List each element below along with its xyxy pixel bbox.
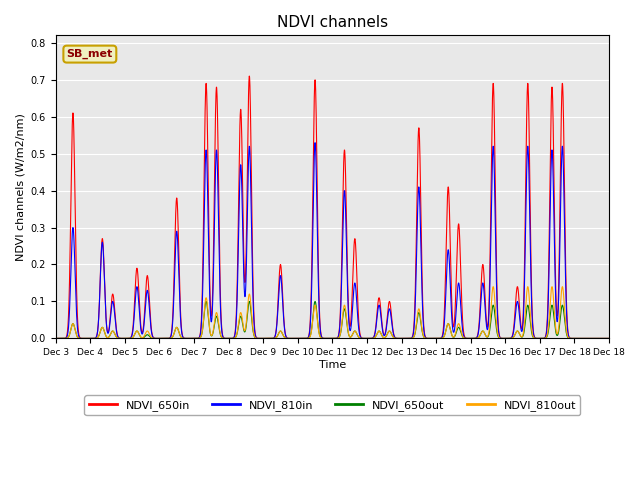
Text: SB_met: SB_met — [67, 49, 113, 59]
NDVI_810out — [403, 336, 411, 341]
Y-axis label: NDVI channels (W/m2/nm): NDVI channels (W/m2/nm) — [15, 113, 25, 261]
NDVI_810out — [488, 302, 495, 308]
Line: NDVI_810out: NDVI_810out — [56, 287, 609, 338]
NDVI_650in — [403, 336, 411, 341]
NDVI_810out — [559, 284, 566, 289]
NDVI_810out — [599, 336, 607, 341]
NDVI_650in — [599, 336, 607, 341]
NDVI_810in — [488, 202, 495, 207]
NDVI_650in — [605, 336, 613, 341]
Title: NDVI channels: NDVI channels — [276, 15, 388, 30]
NDVI_650in — [52, 336, 60, 341]
NDVI_650in — [521, 254, 529, 260]
NDVI_650in — [452, 279, 460, 285]
NDVI_810in — [311, 140, 319, 145]
NDVI_650in — [246, 73, 253, 79]
NDVI_810in — [52, 336, 60, 341]
NDVI_810out — [605, 336, 613, 341]
NDVI_810out — [452, 329, 460, 335]
NDVI_650out — [165, 336, 173, 341]
NDVI_810out — [52, 336, 60, 341]
NDVI_810out — [165, 336, 173, 341]
NDVI_810in — [599, 336, 607, 341]
Legend: NDVI_650in, NDVI_810in, NDVI_650out, NDVI_810out: NDVI_650in, NDVI_810in, NDVI_650out, NDV… — [84, 396, 580, 415]
NDVI_810in — [452, 308, 460, 314]
Line: NDVI_810in: NDVI_810in — [56, 143, 609, 338]
NDVI_810out — [520, 321, 528, 327]
NDVI_650out — [605, 336, 613, 341]
NDVI_650in — [165, 336, 173, 341]
NDVI_650out — [599, 336, 607, 341]
X-axis label: Time: Time — [319, 360, 346, 370]
NDVI_810in — [521, 274, 529, 280]
NDVI_650out — [202, 299, 210, 304]
Line: NDVI_650in: NDVI_650in — [56, 76, 609, 338]
Line: NDVI_650out: NDVI_650out — [56, 301, 609, 338]
NDVI_810in — [605, 336, 613, 341]
NDVI_650out — [488, 312, 495, 318]
NDVI_810in — [165, 336, 173, 341]
NDVI_810in — [403, 336, 411, 341]
NDVI_650in — [488, 158, 495, 164]
NDVI_650out — [52, 336, 60, 341]
NDVI_650out — [452, 330, 460, 336]
NDVI_650out — [521, 325, 529, 331]
NDVI_650out — [403, 336, 411, 341]
